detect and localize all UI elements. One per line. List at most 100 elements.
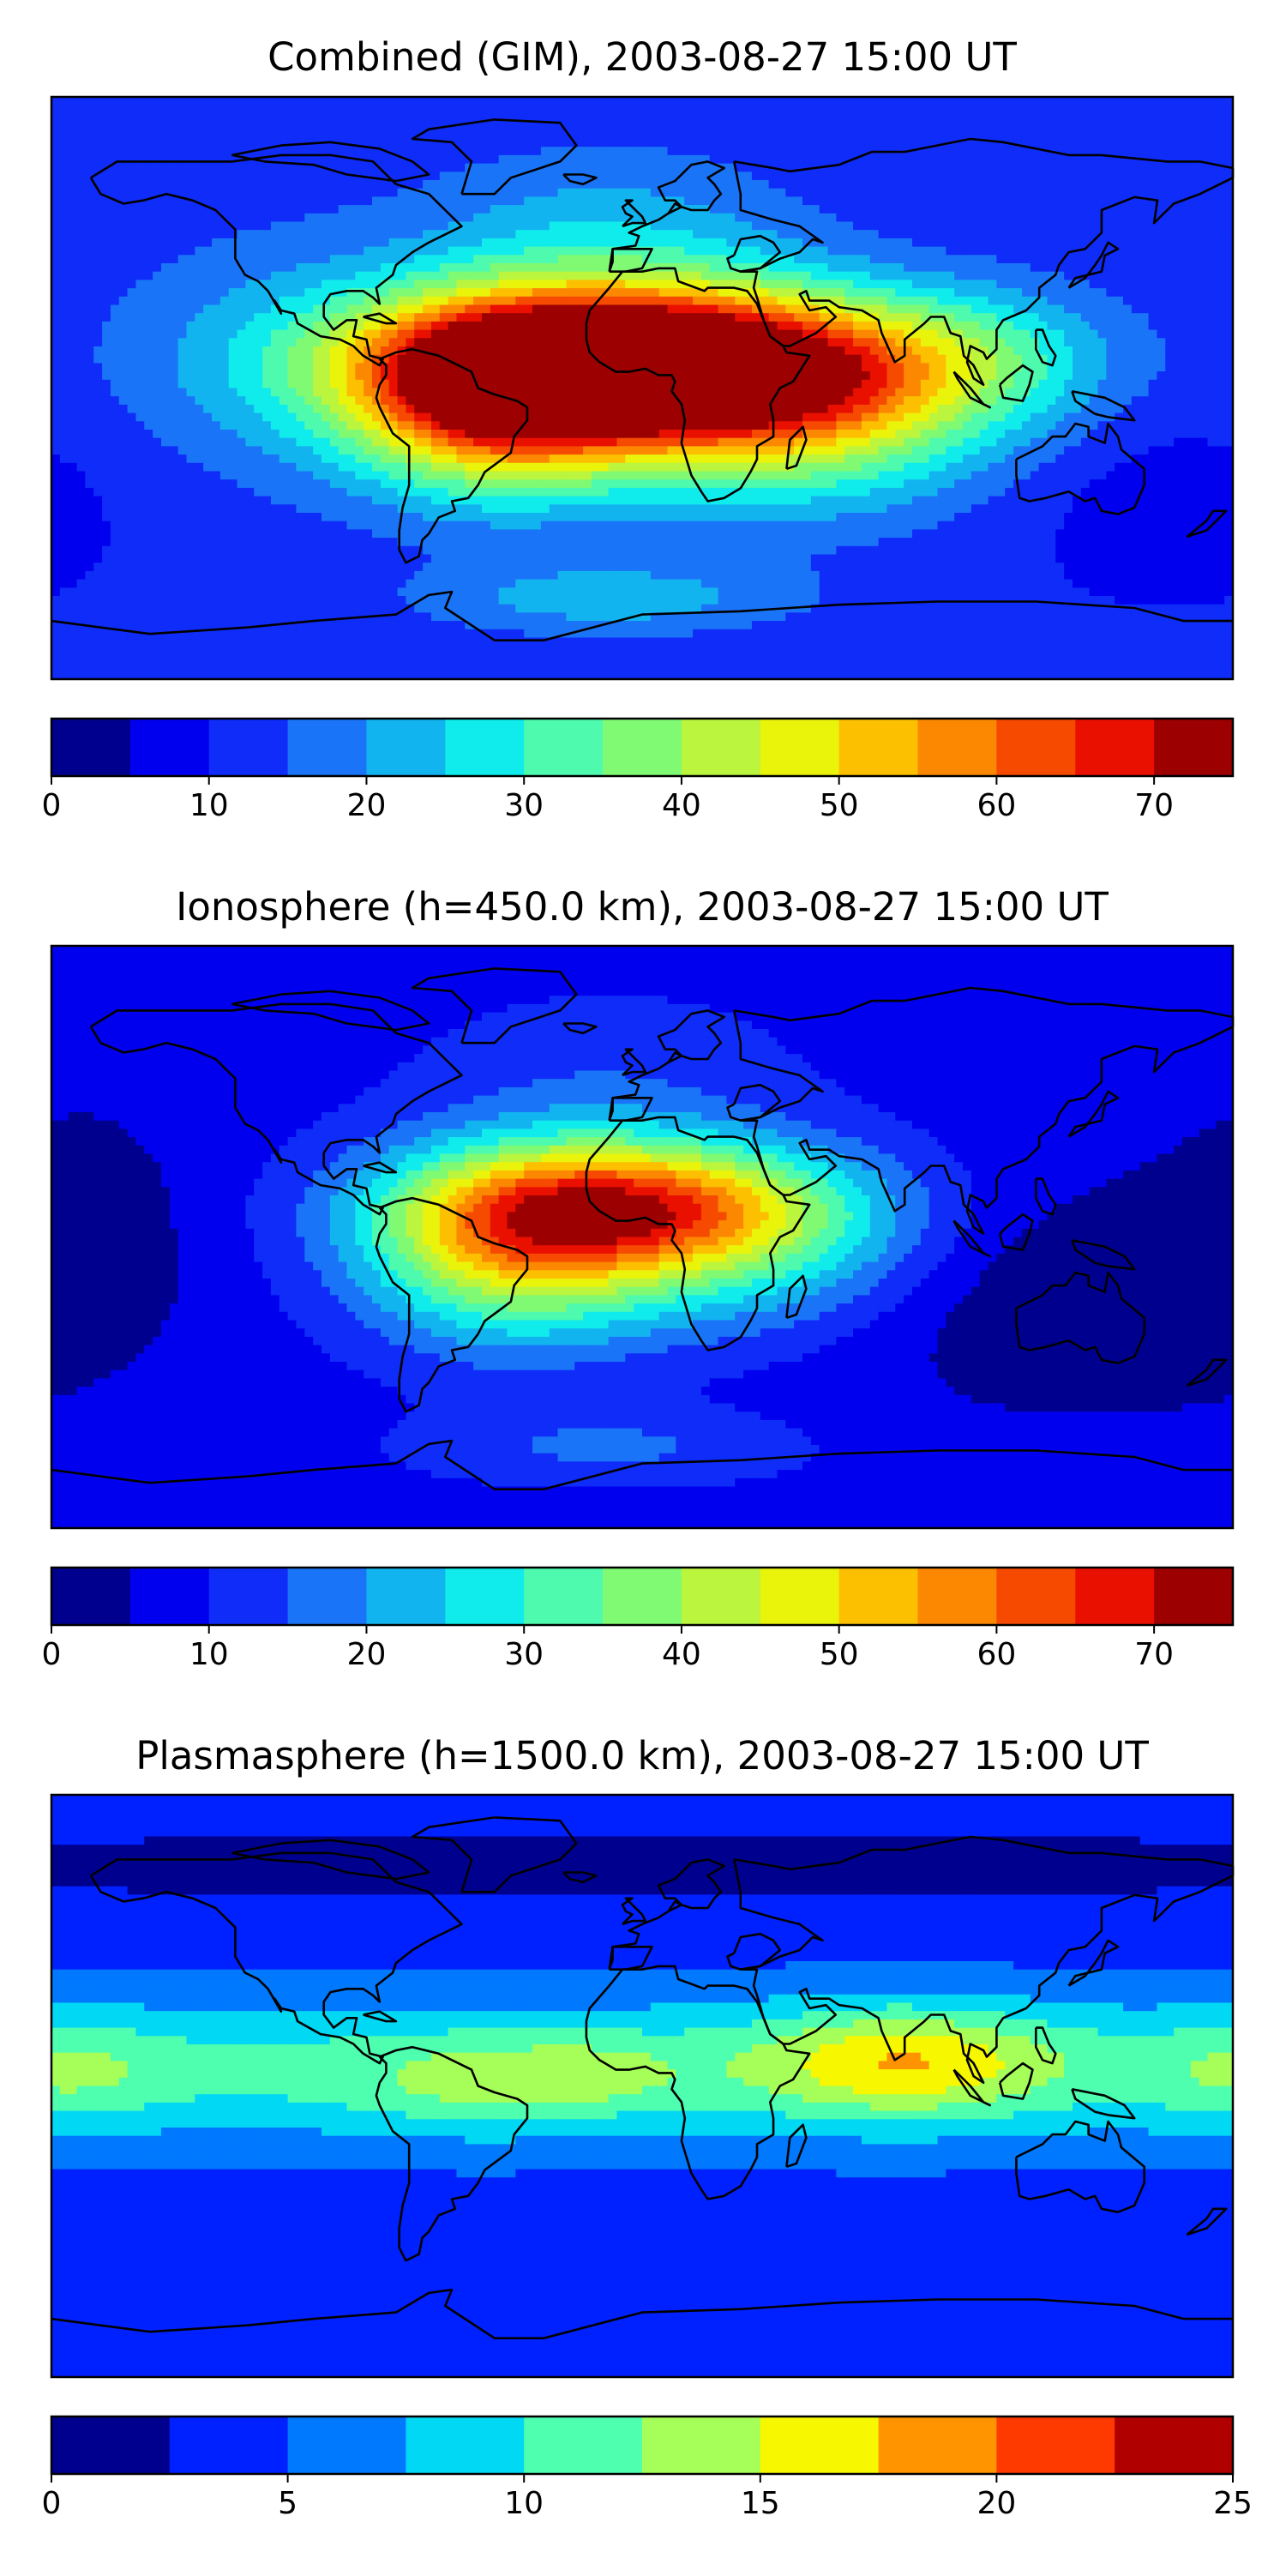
field-cell [616, 305, 625, 314]
field-cell [904, 238, 912, 247]
field-cell [203, 322, 212, 330]
field-cell [93, 272, 102, 280]
field-cell [541, 346, 550, 355]
field-cell [642, 346, 651, 355]
field-cell [245, 139, 254, 147]
field-cell [77, 297, 86, 305]
field-cell [609, 189, 617, 197]
field-cell [440, 130, 448, 139]
field-cell [794, 388, 802, 397]
field-cell [1022, 255, 1031, 263]
field-cell [904, 113, 912, 122]
field-cell [904, 205, 912, 214]
field-cell [532, 155, 541, 164]
field-cell [170, 280, 178, 288]
field-cell [398, 313, 406, 322]
field-cell [1081, 322, 1090, 330]
field-cell [989, 205, 997, 214]
field-cell [929, 330, 938, 339]
field-cell [532, 130, 541, 139]
field-cell [508, 346, 516, 355]
field-cell [304, 263, 313, 272]
field-cell [330, 222, 339, 231]
field-cell [170, 113, 178, 122]
field-cell [414, 196, 423, 205]
field-cell [389, 164, 398, 172]
field-cell [144, 288, 153, 297]
field-cell [364, 97, 372, 105]
field-cell [1123, 122, 1132, 130]
field-cell [161, 322, 170, 330]
field-cell [330, 305, 339, 314]
field-cell [490, 180, 499, 189]
field-cell [1106, 272, 1115, 280]
field-cell [971, 355, 980, 364]
field-cell [381, 288, 389, 297]
field-cell [347, 380, 356, 388]
field-cell [262, 164, 271, 172]
field-cell [853, 288, 862, 297]
field-cell [473, 205, 482, 214]
field-cell [1216, 263, 1224, 272]
field-cell [51, 113, 60, 122]
field-cell [532, 180, 541, 189]
field-cell [1149, 164, 1157, 172]
field-cell [389, 238, 398, 247]
field-cell [279, 196, 288, 205]
field-cell [262, 363, 271, 371]
field-cell [550, 313, 558, 322]
field-cell [1149, 238, 1157, 247]
field-cell [710, 130, 718, 139]
field-cell [111, 205, 119, 214]
field-cell [381, 238, 389, 247]
field-cell [482, 280, 490, 288]
field-cell [440, 371, 448, 380]
field-cell [102, 297, 111, 305]
field-cell [178, 330, 187, 339]
field-cell [1149, 363, 1157, 371]
field-cell [1115, 322, 1123, 330]
field-cell [1081, 222, 1090, 231]
field-cell [144, 346, 153, 355]
field-cell [406, 222, 414, 231]
field-cell [330, 122, 339, 130]
field-cell [431, 313, 440, 322]
field-cell [1005, 346, 1013, 355]
field-cell [170, 214, 178, 222]
field-cell [288, 380, 297, 388]
field-cell [870, 330, 879, 339]
field-cell [701, 222, 710, 231]
field-cell [77, 247, 86, 256]
field-cell [625, 139, 634, 147]
field-cell [431, 322, 440, 330]
field-cell [735, 371, 743, 380]
field-cell [398, 189, 406, 197]
field-cell [651, 363, 659, 371]
field-cell [406, 147, 414, 155]
field-cell [524, 122, 532, 130]
field-cell [170, 288, 178, 297]
field-cell [743, 272, 752, 280]
field-cell [93, 263, 102, 272]
field-cell [954, 313, 963, 322]
field-cell [77, 214, 86, 222]
field-cell [93, 322, 102, 330]
field-cell [651, 355, 659, 364]
field-cell [1174, 338, 1182, 346]
field-cell [1064, 205, 1073, 214]
field-cell [558, 280, 567, 288]
field-cell [1022, 164, 1031, 172]
field-cell [701, 180, 710, 189]
field-cell [769, 272, 778, 280]
field-cell [203, 280, 212, 288]
field-cell [178, 214, 187, 222]
field-cell [178, 355, 187, 364]
field-cell [398, 288, 406, 297]
field-cell [921, 346, 929, 355]
field-cell [651, 297, 659, 305]
field-cell [111, 330, 119, 339]
field-cell [372, 214, 381, 222]
field-cell [659, 222, 668, 231]
field-cell [423, 297, 431, 305]
field-cell [1090, 214, 1098, 222]
